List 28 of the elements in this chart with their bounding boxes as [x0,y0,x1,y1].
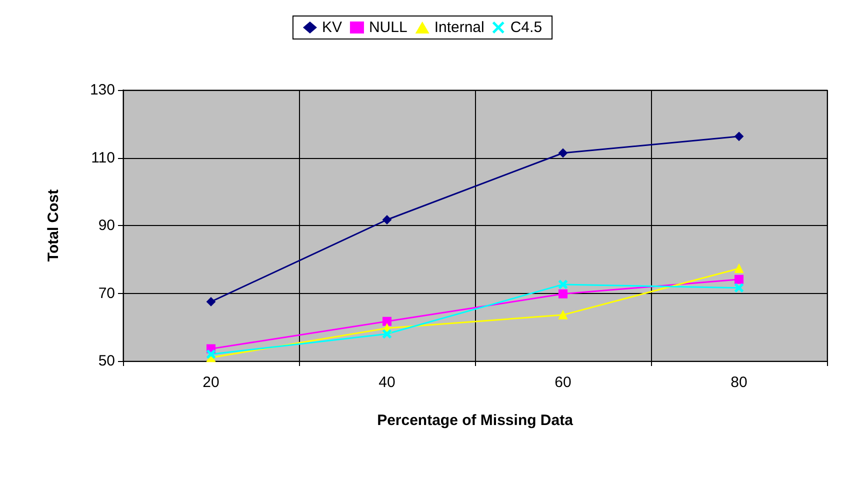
point [382,215,392,224]
y-tick-label: 110 [91,149,115,166]
point [382,329,392,338]
x-axis-title: Percentage of Missing Data [377,412,574,429]
y-axis-title: Total Cost [45,189,62,262]
y-tick-label: 130 [90,82,115,98]
x-tick-label: 60 [554,374,572,391]
legend-label: KV [322,19,342,36]
point [734,274,744,284]
point [734,283,744,292]
legend-label: NULL [368,19,408,36]
point [558,289,568,298]
y-tick-label: 90 [98,217,115,234]
point [734,132,744,141]
point [206,297,216,306]
legend-label: Internal [434,19,484,36]
y-tick-label: 70 [98,284,115,302]
y-tick-label: 50 [98,352,115,370]
point [734,264,744,274]
point [558,280,568,289]
x-tick-label: 80 [730,374,748,391]
point [558,148,568,158]
point [206,350,216,359]
x-tick-label: 40 [378,374,396,391]
point [382,316,392,326]
x-tick-label: 20 [202,374,220,391]
point [558,310,568,320]
legend-label: C4.5 [510,19,542,36]
